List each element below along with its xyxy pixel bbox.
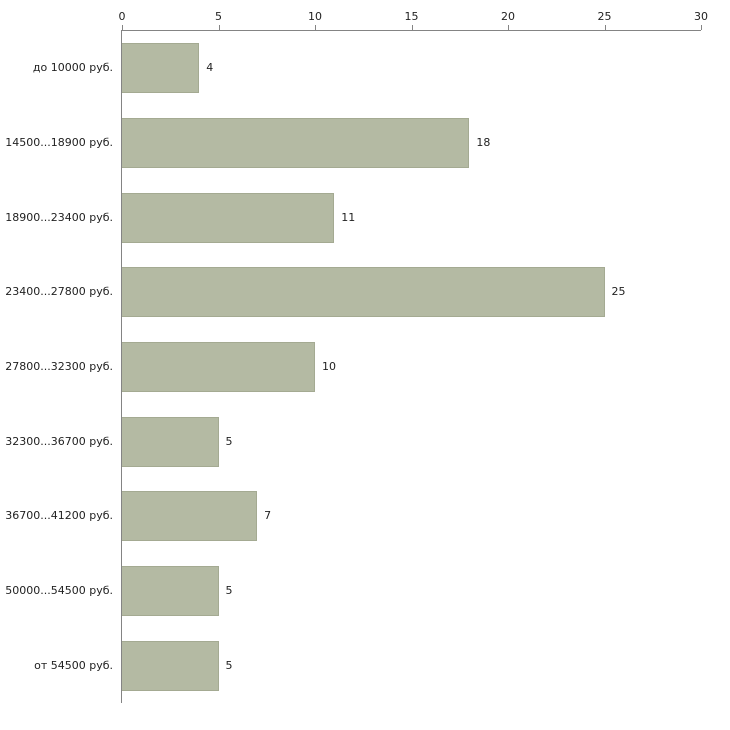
x-axis-tick-label: 15 xyxy=(404,10,419,23)
value-label: 11 xyxy=(341,210,356,224)
x-axis-tick-label: 25 xyxy=(597,10,612,23)
bar xyxy=(122,267,605,318)
category-label: 14500...18900 руб. xyxy=(5,136,113,149)
category-label: 23400...27800 руб. xyxy=(5,285,113,299)
x-axis-tick xyxy=(604,25,606,30)
category-label: 36700...41200 руб. xyxy=(5,509,113,523)
bar xyxy=(122,192,335,243)
x-axis-tick xyxy=(411,25,413,30)
value-label: 5 xyxy=(225,584,233,597)
value-label: 10 xyxy=(322,360,336,373)
value-label: 25 xyxy=(611,285,626,299)
bar xyxy=(122,43,200,94)
x-axis-tick xyxy=(122,25,123,30)
category-label: 27800...32300 руб. xyxy=(5,360,113,373)
value-label: 4 xyxy=(206,61,214,75)
value-label: 7 xyxy=(264,509,272,523)
value-label: 5 xyxy=(225,434,233,448)
bar xyxy=(122,566,219,616)
category-label: 18900...23400 руб. xyxy=(5,210,113,224)
x-axis-tick xyxy=(508,25,509,30)
bar xyxy=(122,491,258,542)
bar xyxy=(122,640,219,691)
x-axis-tick-label: 10 xyxy=(308,10,322,23)
plot-area: 0 5 10 15 20 25 30 до 10000 руб. 4 14500...18900 … xyxy=(5,10,708,703)
x-axis-tick xyxy=(218,25,220,30)
category-label: до 10000 руб. xyxy=(32,61,113,75)
value-label: 5 xyxy=(225,658,233,672)
category-label: от 54500 руб. xyxy=(34,658,113,672)
bar xyxy=(122,118,470,168)
x-axis-tick-label: 5 xyxy=(215,10,222,23)
x-axis-tick-label: 0 xyxy=(118,10,126,23)
value-label: 18 xyxy=(476,136,491,149)
x-axis-tick xyxy=(701,25,702,30)
x-axis-tick-label: 20 xyxy=(501,10,515,23)
category-label: 50000...54500 руб. xyxy=(5,584,113,597)
category-label: 32300...36700 руб. xyxy=(5,434,113,448)
x-axis-tick-label: 30 xyxy=(694,10,708,23)
bar xyxy=(122,342,315,392)
x-axis-tick xyxy=(315,25,316,30)
bar xyxy=(122,416,219,467)
